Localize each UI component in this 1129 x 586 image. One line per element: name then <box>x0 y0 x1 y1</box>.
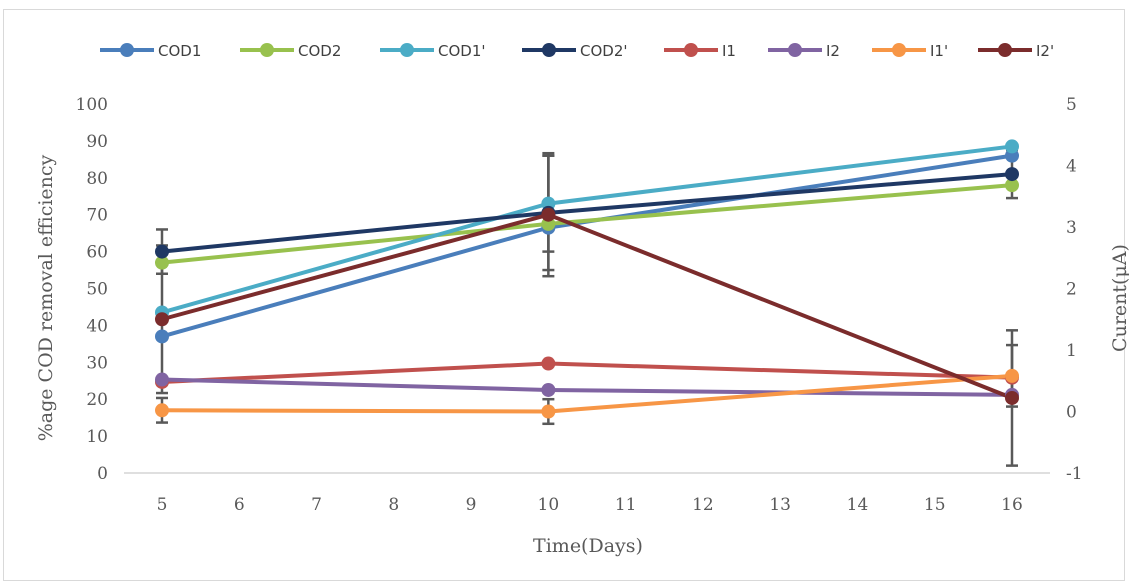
left-y-tick-label: 60 <box>86 243 108 263</box>
x-axis-title: Time(Days) <box>533 535 643 557</box>
legend-swatch-marker <box>400 43 414 57</box>
legend-label: I1 <box>722 42 736 60</box>
left-y-axis-ticks: 0 10 20 30 40 50 60 70 80 90 100 <box>76 95 108 484</box>
data-point <box>155 329 169 343</box>
x-tick-label: 15 <box>924 495 946 515</box>
data-point <box>1005 369 1019 383</box>
x-tick-label: 13 <box>769 495 791 515</box>
legend: COD1 COD2 COD1' COD2' I1 I2 I1' I2' <box>100 42 1054 60</box>
series-lines <box>162 146 1012 411</box>
series-line <box>162 174 1012 251</box>
series-line <box>162 185 1012 262</box>
left-y-tick-label: 70 <box>86 206 108 226</box>
left-y-tick-label: 20 <box>86 390 108 410</box>
legend-swatch-marker <box>684 43 698 57</box>
x-tick-label: 12 <box>692 495 714 515</box>
right-y-tick-label: 5 <box>1066 95 1077 115</box>
legend-label: I2 <box>826 42 840 60</box>
data-point <box>1005 167 1019 181</box>
legend-swatch-marker <box>542 43 556 57</box>
right-y-tick-label: 3 <box>1066 218 1077 238</box>
legend-swatch-marker <box>892 43 906 57</box>
x-tick-label: 5 <box>157 495 168 515</box>
x-axis-ticks: 5 6 7 8 9 10 11 12 13 14 15 16 <box>157 495 1023 515</box>
left-y-tick-label: 100 <box>76 95 108 115</box>
left-y-axis-title: %age COD removal efficiency <box>35 154 57 441</box>
data-point <box>155 312 169 326</box>
legend-swatch-marker <box>120 43 134 57</box>
left-y-tick-label: 50 <box>86 280 108 300</box>
legend-label: I1' <box>930 42 948 60</box>
data-point <box>541 405 555 419</box>
right-y-axis-title: Curent(μA) <box>1109 244 1129 352</box>
series-line <box>162 215 1012 398</box>
left-y-tick-label: 80 <box>86 169 108 189</box>
data-point <box>1005 139 1019 153</box>
data-point <box>155 373 169 387</box>
legend-swatch-marker <box>998 43 1012 57</box>
x-tick-label: 11 <box>615 495 637 515</box>
legend-label: COD1' <box>438 42 486 60</box>
x-tick-label: 16 <box>1001 495 1023 515</box>
right-y-axis-ticks: -1 0 1 2 3 4 5 <box>1066 95 1083 484</box>
series-line <box>162 364 1012 382</box>
data-point <box>1005 391 1019 405</box>
legend-swatch-marker <box>788 43 802 57</box>
x-tick-label: 6 <box>234 495 245 515</box>
right-y-tick-label: 0 <box>1066 403 1077 423</box>
x-tick-label: 9 <box>466 495 477 515</box>
x-tick-label: 10 <box>538 495 560 515</box>
legend-label: COD1 <box>158 42 201 60</box>
x-tick-label: 7 <box>311 495 322 515</box>
right-y-tick-label: 2 <box>1066 280 1077 300</box>
left-y-tick-label: 90 <box>86 132 108 152</box>
data-point <box>155 403 169 417</box>
left-y-tick-label: 30 <box>86 353 108 373</box>
legend-label: I2' <box>1036 42 1054 60</box>
left-y-tick-label: 0 <box>97 464 108 484</box>
right-y-tick-label: 1 <box>1066 341 1077 361</box>
data-point <box>541 208 555 222</box>
right-y-tick-label: -1 <box>1066 464 1083 484</box>
x-tick-label: 14 <box>847 495 869 515</box>
data-point <box>541 383 555 397</box>
left-y-tick-label: 40 <box>86 316 108 336</box>
legend-label: COD2 <box>298 42 341 60</box>
left-y-tick-label: 10 <box>86 427 108 447</box>
right-y-tick-label: 4 <box>1066 157 1077 177</box>
data-point <box>541 357 555 371</box>
legend-swatch-marker <box>260 43 274 57</box>
x-tick-label: 8 <box>388 495 399 515</box>
legend-label: COD2' <box>580 42 628 60</box>
data-point <box>155 245 169 259</box>
